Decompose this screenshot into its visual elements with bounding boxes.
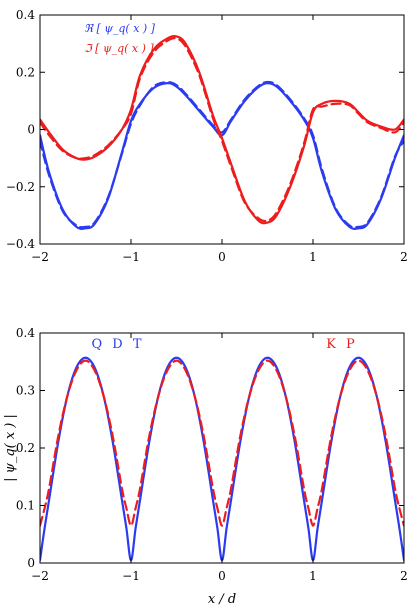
annotation-label: K P xyxy=(326,337,358,352)
series-line-solid-red xyxy=(40,35,404,225)
x-tick-label: 2 xyxy=(400,569,408,583)
y-tick-label: 0.4 xyxy=(16,8,35,22)
annotation-label: Q D T xyxy=(91,337,144,352)
x-tick-label: 1 xyxy=(309,250,317,264)
x-tick-label: −2 xyxy=(31,569,49,583)
legend: ℜ [ ψ_q( x ) ] ℑ [ ψ_q( x ) ] xyxy=(84,22,156,55)
y-tick-label: 0.3 xyxy=(16,384,35,398)
y-tick-label: −0.2 xyxy=(6,180,35,194)
x-tick-label: 0 xyxy=(218,250,226,264)
series-line-solid-blue xyxy=(40,356,404,562)
x-tick-label: −1 xyxy=(122,569,140,583)
x-tick-label: 2 xyxy=(400,250,408,264)
y-tick-label: 0 xyxy=(27,556,35,570)
series-group xyxy=(40,356,404,562)
y-tick-label: 0.4 xyxy=(16,326,35,340)
legend-entry: ℜ [ ψ_q( x ) ] xyxy=(84,22,156,35)
x-tick-label: 0 xyxy=(218,569,226,583)
y-tick-label: 0.1 xyxy=(16,499,35,513)
y-tick-label: −0.4 xyxy=(6,237,36,251)
x-tick-label: −1 xyxy=(122,250,140,264)
series-line-dashed-red xyxy=(40,359,404,527)
y-axis-label: | ψ_q( x ) | xyxy=(3,414,18,482)
series-line-dashed-blue xyxy=(40,80,404,229)
bottom-panel: −2 −1 0 1 2 0 0.1 0.2 0.3 0.4 x / d | ψ_q( x ) | Q D… xyxy=(3,326,408,607)
y-tick-label: 0.2 xyxy=(16,441,35,455)
x-tick-label: 1 xyxy=(309,569,317,583)
series-group xyxy=(40,35,404,230)
x-tick-label: −2 xyxy=(31,250,49,264)
y-tick-label: 0.2 xyxy=(16,65,35,79)
y-tick-label: 0 xyxy=(27,123,35,137)
x-axis-label: x / d xyxy=(208,592,236,607)
legend-entry: ℑ [ ψ_q( x ) ] xyxy=(84,42,154,55)
top-panel: −2 −1 0 1 2 −0.4 −0.2 0 0.2 0.4 ℜ [ ψ_q( x ) ] ℑ [ … xyxy=(6,8,408,264)
series-line-dashed-red xyxy=(40,37,404,223)
